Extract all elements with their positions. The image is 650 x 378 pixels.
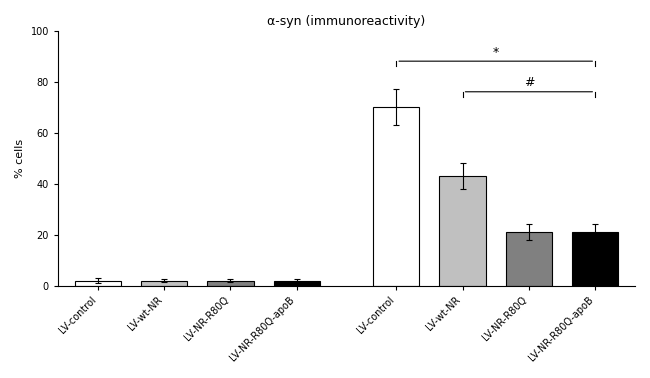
Y-axis label: % cells: % cells xyxy=(15,139,25,178)
Bar xyxy=(373,107,419,286)
Bar xyxy=(506,232,552,286)
Bar xyxy=(572,232,618,286)
Bar xyxy=(207,280,254,286)
Bar xyxy=(75,280,121,286)
Title: α-syn (immunoreactivity): α-syn (immunoreactivity) xyxy=(267,15,426,28)
Text: #: # xyxy=(524,76,534,89)
Bar xyxy=(439,176,486,286)
Text: *: * xyxy=(493,46,499,59)
Bar xyxy=(141,280,187,286)
Bar xyxy=(274,280,320,286)
